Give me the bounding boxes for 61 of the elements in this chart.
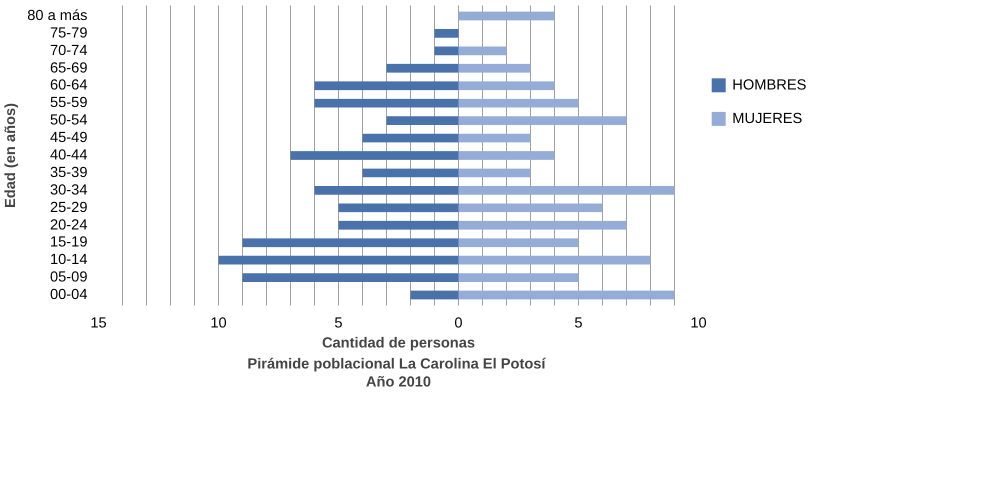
- bar: [410, 290, 458, 300]
- bar: [458, 46, 506, 56]
- y-tick-label: 40-44: [50, 148, 88, 164]
- legend-label: HOMBRES: [732, 77, 807, 94]
- bar: [458, 273, 578, 282]
- bar: [242, 273, 458, 282]
- bar: [386, 64, 458, 73]
- bar: [362, 168, 458, 178]
- y-tick-label: 45-49: [50, 130, 88, 146]
- y-tick-label: 55-59: [50, 95, 88, 112]
- legend-label: MUJERES: [732, 110, 803, 127]
- bar: [458, 81, 554, 90]
- bar: [458, 151, 554, 160]
- text: Pirámide poblacional La Carolina El Potosí: [247, 356, 546, 372]
- bar: [434, 29, 458, 38]
- bar: [314, 81, 458, 90]
- y-tick-label: 10-14: [50, 252, 88, 268]
- bar: [362, 134, 458, 142]
- x-tick-label: 0: [454, 316, 463, 332]
- text: Año 2010: [366, 374, 432, 390]
- bar: [290, 151, 458, 160]
- y-tick-label: 65-69: [50, 60, 88, 76]
- x-tick-label: 10: [690, 316, 707, 332]
- bar: [314, 98, 458, 108]
- bar: [458, 256, 650, 265]
- bar: [386, 116, 458, 125]
- bar: [458, 116, 626, 125]
- bar: [458, 98, 578, 108]
- bar: [458, 64, 530, 73]
- bar: [458, 12, 554, 20]
- bar: [458, 290, 674, 300]
- bar: [338, 220, 458, 230]
- y-tick-label: 70-74: [50, 42, 88, 59]
- bar: [458, 134, 530, 142]
- y-tick-label: 05-09: [50, 270, 88, 286]
- x-tick-label: 10: [210, 316, 227, 332]
- bar: [218, 256, 458, 265]
- y-tick-label: 75-79: [50, 25, 88, 42]
- bar: [338, 203, 458, 212]
- y-tick-label: 30-34: [50, 182, 88, 198]
- y-tick-label: 25-29: [50, 200, 88, 216]
- bar: [242, 238, 458, 248]
- bar: [458, 186, 674, 195]
- y-tick-label: 35-39: [50, 164, 88, 181]
- bar: [458, 220, 626, 230]
- y-tick-label: 00-04: [50, 287, 88, 304]
- y-tick-label: 15-19: [50, 234, 88, 251]
- x-tick-label: 5: [334, 316, 343, 332]
- x-tick-label: 15: [90, 316, 107, 332]
- y-axis-title: Edad (en años): [3, 102, 20, 208]
- bar: [458, 238, 578, 248]
- x-tick-label: 5: [574, 316, 583, 332]
- bar: [314, 186, 458, 195]
- x-axis-title: Cantidad de personas: [322, 336, 476, 352]
- bar: [458, 168, 530, 178]
- y-tick-label: 20-24: [50, 217, 88, 234]
- bar: [434, 46, 458, 56]
- y-tick-label: 80 a más: [27, 8, 88, 24]
- y-tick-label: 60-64: [50, 78, 88, 94]
- y-tick-label: 50-54: [50, 112, 88, 129]
- bar: [458, 203, 602, 212]
